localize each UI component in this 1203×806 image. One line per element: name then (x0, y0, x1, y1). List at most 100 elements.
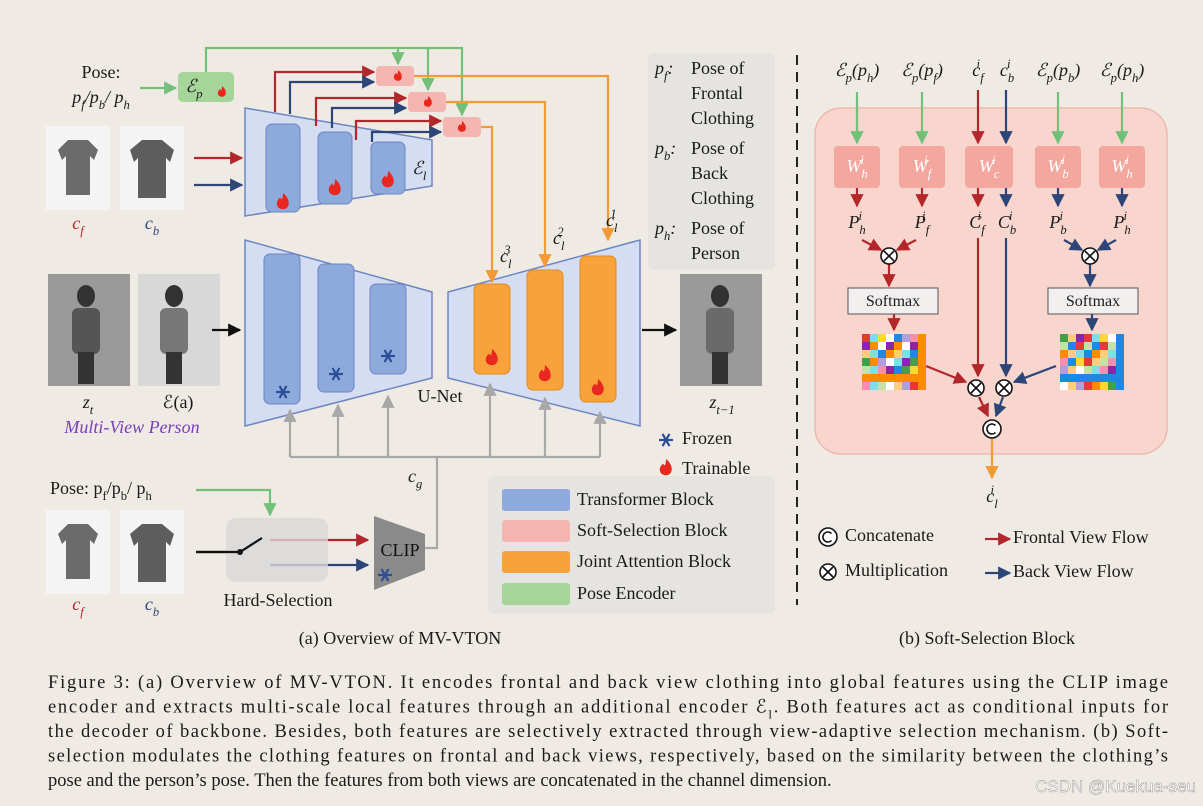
attention-cell (1084, 374, 1092, 382)
attention-cell (886, 350, 894, 358)
weight-label: Whi (1111, 153, 1132, 181)
attention-cell (1084, 342, 1092, 350)
pose-encoder-label: ℰp (185, 76, 202, 101)
frozen-icon (661, 433, 671, 447)
attention-cell (1076, 350, 1084, 358)
attention-cell (1068, 358, 1076, 366)
attention-cell (878, 358, 886, 366)
caption-line: encoder and extracts multi-scale local f… (48, 698, 1168, 722)
caption-line: pose and the person’s pose. Then the fea… (48, 771, 832, 791)
definition-text: Clothing (691, 188, 754, 208)
attention-cell (878, 334, 886, 342)
attention-cell (1108, 366, 1116, 374)
attention-cell (870, 334, 878, 342)
definition-text: Back (691, 163, 728, 183)
attention-cell (902, 366, 910, 374)
attention-cell (910, 358, 918, 366)
softmax-label: Softmax (1066, 293, 1120, 310)
attention-cell (1108, 382, 1116, 390)
attention-cell (886, 366, 894, 374)
attention-cell (910, 350, 918, 358)
pose-label-2: Pose: pf/pb/ ph (50, 478, 153, 503)
attention-cell (1060, 374, 1068, 382)
trainable-icon (328, 179, 341, 196)
attention-cell (1116, 350, 1124, 358)
person-noisy: zt (82, 392, 94, 417)
output-label: cli (986, 483, 998, 511)
attention-cell (1108, 342, 1116, 350)
attention-cell (1068, 374, 1076, 382)
attention-cell (1060, 358, 1068, 366)
weight-label: Wfi (913, 153, 933, 181)
global-feature: cg (408, 466, 422, 491)
attention-cell (894, 382, 902, 390)
attention-cell (1100, 374, 1108, 382)
attention-cell (918, 374, 926, 382)
attention-cell (918, 342, 926, 350)
attention-cell (1060, 342, 1068, 350)
caption-line: selection modulates the clothing feature… (48, 747, 1168, 767)
attention-cell (1084, 334, 1092, 342)
legend-back: Back View Flow (1013, 561, 1134, 581)
legend-label: Pose Encoder (577, 583, 675, 603)
right-arrows (850, 90, 1129, 580)
multiply-op (883, 250, 895, 262)
trainable-icon (423, 96, 432, 107)
feature-label: cl1 (606, 207, 618, 235)
attention-cell (902, 374, 910, 382)
attention-cell (918, 358, 926, 366)
attention-cell (1116, 342, 1124, 350)
attention-cell (1100, 382, 1108, 390)
frozen-icon (331, 367, 341, 381)
projection-label: Phi (1112, 209, 1130, 237)
attention-cell (1076, 382, 1084, 390)
attention-cell (1108, 334, 1116, 342)
images (46, 126, 762, 594)
attention-cell (910, 342, 918, 350)
soft-selection-texts: ℰp(ph) ℰp(pf) cfi cbi ℰp(pb) ℰp(ph) Whi Wfi Wci W… (835, 57, 1145, 511)
attention-cell (1092, 366, 1100, 374)
attention-cell (878, 366, 886, 374)
hard-selection-label: Hard-Selection (224, 590, 333, 610)
local-encoder-label: ℰl (412, 158, 427, 183)
attention-cell (886, 382, 894, 390)
input-label: ℰp(ph) (1100, 60, 1145, 85)
attention-cell (910, 382, 918, 390)
attention-cell (1076, 342, 1084, 350)
legend-label: Transformer Block (577, 489, 714, 509)
attention-cell (1092, 342, 1100, 350)
definition-text: Pose of (691, 58, 745, 78)
trainable-icon (276, 193, 289, 210)
attention-cell (1092, 374, 1100, 382)
input-label: ℰp(ph) (835, 60, 880, 85)
attention-cell (902, 358, 910, 366)
attention-cell (1116, 366, 1124, 374)
legend-label: Joint Attention Block (577, 551, 731, 571)
attention-cell (902, 382, 910, 390)
attention-cell (1092, 358, 1100, 366)
projection-label: Pfi (914, 209, 931, 237)
attention-cell (862, 350, 870, 358)
attention-cell (862, 342, 870, 350)
weight-boxes (834, 146, 1145, 188)
softmax-boxes (847, 287, 1139, 315)
attention-cell (878, 374, 886, 382)
frozen-icon (380, 568, 390, 582)
attention-cell (1100, 334, 1108, 342)
attention-cell (878, 342, 886, 350)
panel-caption: (b) Soft-Selection Block (899, 628, 1075, 649)
attention-cell (886, 374, 894, 382)
weight-label: Whi (846, 153, 867, 181)
concat-op (822, 531, 833, 543)
multiply-op (1084, 250, 1096, 262)
projection-label: Phi (847, 209, 865, 237)
attention-cell (862, 382, 870, 390)
attention-cell (878, 382, 886, 390)
attention-cell (1084, 350, 1092, 358)
caption-line: the decoder of backbone. Besides, both f… (48, 722, 1168, 742)
input-label: ℰp(pb) (1036, 60, 1081, 85)
attention-cell (1100, 366, 1108, 374)
attention-cell (870, 342, 878, 350)
clothing-front: cf (72, 594, 85, 619)
